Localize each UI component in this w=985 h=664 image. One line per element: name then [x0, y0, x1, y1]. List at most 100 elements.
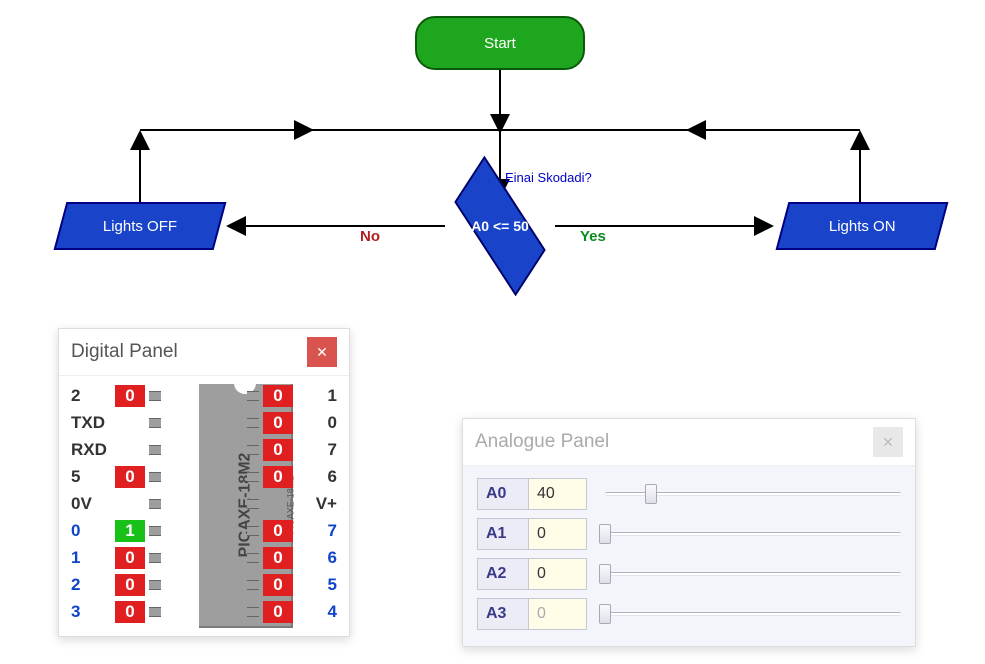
- pin-leg: [247, 526, 259, 536]
- pin-leg: [149, 418, 161, 428]
- pin-label: 0V: [71, 494, 115, 514]
- analogue-slider[interactable]: [605, 522, 901, 546]
- pin-value[interactable]: 0: [115, 385, 145, 407]
- pin-label: 2: [71, 386, 115, 406]
- pin-value[interactable]: 0: [263, 601, 293, 623]
- pin-row-right: 07: [247, 519, 337, 543]
- analogue-slider[interactable]: [605, 562, 901, 586]
- pin-row-right: 06: [247, 465, 337, 489]
- slider-track: [605, 572, 901, 576]
- pin-leg: [247, 580, 259, 590]
- analogue-panel-header[interactable]: Analogue Panel ✕: [463, 419, 915, 466]
- pin-label: 6: [293, 467, 337, 487]
- pin-leg: [149, 607, 161, 617]
- analogue-row: A20: [477, 558, 901, 590]
- analogue-row: A30: [477, 598, 901, 630]
- slider-track: [605, 532, 901, 536]
- pin-label: 5: [71, 467, 115, 487]
- pin-value[interactable]: 0: [115, 601, 145, 623]
- pin-row-right: 04: [247, 600, 337, 624]
- decision-label: A0 <= 50: [471, 218, 529, 234]
- pin-leg: [247, 472, 259, 482]
- start-node[interactable]: Start: [415, 16, 585, 70]
- pin-row-right: 00: [247, 411, 337, 435]
- pin-leg: [247, 391, 259, 401]
- pin-label: 1: [71, 548, 115, 568]
- slider-thumb[interactable]: [599, 604, 611, 624]
- pin-label: 3: [71, 602, 115, 622]
- pin-leg: [149, 391, 161, 401]
- slider-thumb[interactable]: [599, 564, 611, 584]
- pin-leg: [247, 418, 259, 428]
- analogue-panel-title: Analogue Panel: [475, 431, 609, 453]
- pin-value[interactable]: 0: [115, 547, 145, 569]
- pin-leg: [247, 499, 259, 509]
- digital-panel-title: Digital Panel: [71, 341, 178, 363]
- pin-leg: [149, 580, 161, 590]
- analogue-label: A3: [477, 598, 529, 630]
- pin-leg: [247, 445, 259, 455]
- digital-panel-header[interactable]: Digital Panel ✕: [59, 329, 349, 376]
- pin-row-left: 20: [71, 573, 161, 597]
- close-icon[interactable]: ✕: [307, 337, 337, 367]
- slider-thumb[interactable]: [599, 524, 611, 544]
- analogue-slider[interactable]: [605, 482, 901, 506]
- lights-off-node[interactable]: Lights OFF: [54, 202, 227, 250]
- pin-label: V+: [293, 494, 337, 514]
- pin-label: 0: [293, 413, 337, 433]
- pin-value[interactable]: 0: [263, 574, 293, 596]
- lights-off-label: Lights OFF: [103, 218, 177, 235]
- pin-leg: [247, 607, 259, 617]
- yes-label: Yes: [580, 228, 606, 245]
- pin-row-right: 05: [247, 573, 337, 597]
- lights-on-node[interactable]: Lights ON: [776, 202, 949, 250]
- pin-row-left: 01: [71, 519, 161, 543]
- pin-label: 2: [71, 575, 115, 595]
- decision-node[interactable]: A0 <= 50: [445, 199, 555, 253]
- pin-label: TXD: [71, 413, 115, 433]
- close-icon[interactable]: ✕: [873, 427, 903, 457]
- analogue-label: A2: [477, 558, 529, 590]
- pin-label: 1: [293, 386, 337, 406]
- pin-leg: [149, 445, 161, 455]
- pin-leg: [247, 553, 259, 563]
- pin-value[interactable]: 0: [115, 466, 145, 488]
- pin-row-right: 06: [247, 546, 337, 570]
- pin-value[interactable]: 0: [263, 439, 293, 461]
- analogue-row: A10: [477, 518, 901, 550]
- pin-value[interactable]: 0: [263, 520, 293, 542]
- pin-leg: [149, 553, 161, 563]
- analogue-label: A0: [477, 478, 529, 510]
- slider-track: [605, 612, 901, 616]
- pin-leg: [149, 472, 161, 482]
- pin-label: 4: [293, 602, 337, 622]
- pin-row-left: 30: [71, 600, 161, 624]
- analogue-value: 0: [529, 598, 587, 630]
- pin-value[interactable]: 0: [263, 466, 293, 488]
- pin-row-left: RXD: [71, 438, 161, 462]
- pin-label: 7: [293, 440, 337, 460]
- pin-value[interactable]: 0: [263, 385, 293, 407]
- pin-label: 7: [293, 521, 337, 541]
- analogue-label: A1: [477, 518, 529, 550]
- analogue-value: 40: [529, 478, 587, 510]
- pin-row-right: 07: [247, 438, 337, 462]
- pin-value[interactable]: 0: [263, 412, 293, 434]
- pin-value[interactable]: 1: [115, 520, 145, 542]
- analogue-slider[interactable]: [605, 602, 901, 626]
- pin-leg: [149, 499, 161, 509]
- pin-value[interactable]: 0: [115, 574, 145, 596]
- pin-label: RXD: [71, 440, 115, 460]
- digital-panel: Digital Panel ✕ PICAXE-18M2 PICAXE-18M2 …: [58, 328, 350, 637]
- analogue-value: 0: [529, 518, 587, 550]
- digital-panel-body: PICAXE-18M2 PICAXE-18M2 20TXDRXD500V0110…: [59, 376, 349, 636]
- analogue-row: A040: [477, 478, 901, 510]
- slider-thumb[interactable]: [645, 484, 657, 504]
- pin-row-left: 20: [71, 384, 161, 408]
- pin-row-left: 50: [71, 465, 161, 489]
- analogue-panel: Analogue Panel ✕ A040A10A20A30: [462, 418, 916, 647]
- pin-value[interactable]: 0: [263, 547, 293, 569]
- pin-label: 5: [293, 575, 337, 595]
- pin-label: 0: [71, 521, 115, 541]
- pin-row-right: 01: [247, 384, 337, 408]
